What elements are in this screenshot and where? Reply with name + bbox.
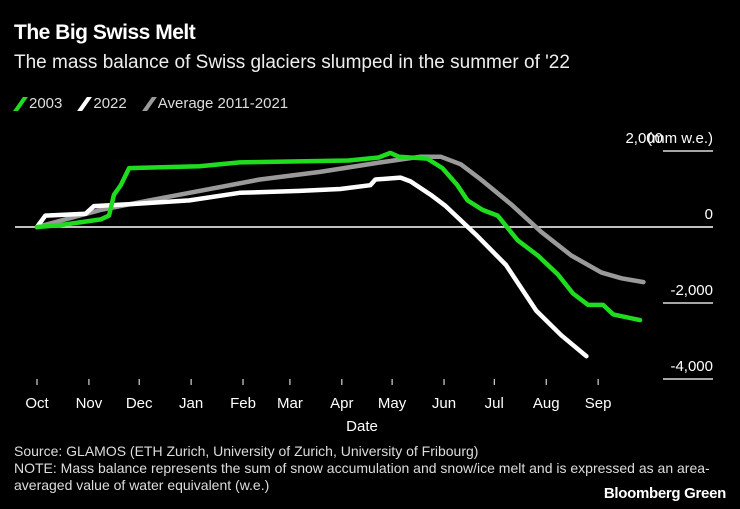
legend-label: 2022 [93,95,127,112]
x-tick-label: Dec [126,395,153,412]
x-tick-label: Feb [230,395,256,412]
series-line-average-2011-2021 [34,154,646,285]
x-axis-title: Date [346,418,378,435]
y-axis-ticks: 2,000(mm w.e.) 0 -2,000 -4,000 [625,130,713,375]
y-tick-label: -4,000 [670,358,713,375]
x-tick-label: Oct [25,395,49,412]
grid-lines [15,150,713,380]
chart-title: The Big Swiss Melt [14,21,196,44]
legend: 2003 2022 Average 2011-2021 [13,95,289,112]
brand-logo: Bloomberg Green [603,485,726,502]
legend-label: Average 2011-2021 [157,95,289,112]
legend-label: 2003 [29,95,63,112]
x-tick-label: Nov [76,395,103,412]
y-unit-label: (mm w.e.) [647,130,713,147]
methodology-note: NOTE: Mass balance represents the sum of… [14,460,710,493]
x-tick-label: Aug [533,395,560,412]
x-tick-label: Sep [585,395,612,412]
chart-subtitle: The mass balance of Swiss glaciers slump… [14,52,570,73]
series-line-2003 [34,150,643,323]
legend-item-average: Average 2011-2021 [141,95,289,112]
y-tick-label: 0 [705,206,713,223]
footer: Source: GLAMOS (ETH Zurich, University o… [14,443,734,494]
legend-item-2003: 2003 [13,95,63,112]
y-tick-label: 2,000 [625,130,663,147]
legend-item-2022: 2022 [77,95,127,112]
x-axis-ticks: Oct Nov Dec Jan Feb Mar Apr May Jun Jul Aug Sep [25,379,611,412]
x-tick-label: May [378,395,407,412]
x-tick-label: Mar [277,395,303,412]
x-tick-label: Apr [330,395,353,412]
y-tick-label: -2,000 [670,282,713,299]
series-lines [34,150,646,359]
series-line-2022 [34,175,589,359]
source-note: Source: GLAMOS (ETH Zurich, University o… [14,443,479,459]
x-tick-label: Jul [485,395,504,412]
x-tick-label: Jun [432,395,456,412]
x-tick-label: Jan [179,395,203,412]
